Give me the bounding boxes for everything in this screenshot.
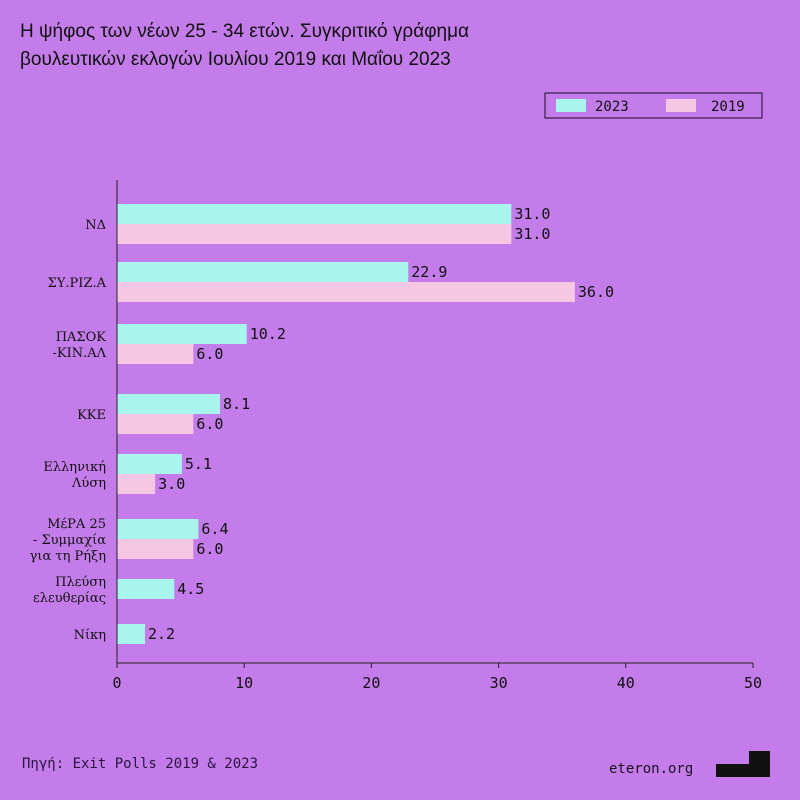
category-label-line: Πλεύση	[55, 575, 106, 590]
category-label-0: ΝΔ	[85, 218, 106, 233]
category-label-4: Ελληνική Λύση	[43, 460, 106, 491]
category-label-line: -ΚΙΝ.ΑΛ	[52, 346, 106, 361]
data-label-2019-5: 6.0	[196, 540, 223, 558]
bar-2019-5	[117, 539, 194, 559]
brand-label: eteron.org	[609, 761, 694, 777]
legend-box	[544, 92, 763, 119]
data-label-2023-6: 4.5	[177, 580, 204, 598]
category-label-line: για τη Ρήξη	[30, 549, 106, 564]
category-label-6: Πλεύση ελευθερίας	[33, 575, 106, 606]
category-label-line: ΚΚΕ	[77, 408, 106, 423]
x-tick-label-40: 40	[617, 674, 635, 692]
data-label-2019-1: 36.0	[578, 283, 614, 301]
data-label-2023-2: 10.2	[250, 325, 286, 343]
bar-2019-0	[117, 224, 512, 244]
category-label-line: Νίκη	[74, 628, 106, 643]
bar-2023-4	[117, 454, 182, 474]
x-tick-label-50: 50	[744, 674, 762, 692]
legend-swatch-2019	[666, 99, 696, 112]
data-label-2019-2: 6.0	[196, 345, 223, 363]
legend-label-2019: 2019	[711, 99, 745, 115]
category-label-5: ΜέΡΑ 25- Συμμαχία για τη Ρήξη	[30, 517, 107, 564]
data-label-2023-0: 31.0	[514, 205, 550, 223]
data-label-2019-0: 31.0	[514, 225, 550, 243]
category-label-2: ΠΑΣΟΚ -ΚΙΝ.ΑΛ	[52, 330, 106, 361]
bar-2023-6	[117, 579, 175, 599]
category-label-3: ΚΚΕ	[77, 408, 106, 423]
x-tick-label-0: 0	[112, 674, 121, 692]
bar-2019-2	[117, 344, 194, 364]
category-label-line: Ελληνική	[43, 460, 106, 475]
chart-title: Η ψήφος των νέων 25 - 34 ετών. Συγκριτικ…	[20, 18, 720, 74]
bar-2023-3	[117, 394, 221, 414]
eteron-logo-icon	[716, 751, 770, 777]
category-label-line: Λύση	[71, 476, 106, 491]
data-label-2019-3: 6.0	[196, 415, 223, 433]
chart-title-line-2: βουλευτικών εκλογών Ιουλίου 2019 και Μαΐ…	[20, 49, 451, 70]
data-label-2023-7: 2.2	[148, 625, 175, 643]
category-label-line: ΣΥ.ΡΙΖ.Α	[48, 276, 107, 291]
category-label-line: ΜέΡΑ 25	[47, 517, 106, 532]
bar-2023-2	[117, 324, 247, 344]
bar-2023-0	[117, 204, 512, 224]
bar-2019-3	[117, 414, 194, 434]
category-label-7: Νίκη	[74, 628, 106, 643]
bar-2023-1	[117, 262, 409, 282]
bar-2023-7	[117, 624, 145, 644]
bar-chart: 2023 2019 31.0 31.0 ΝΔ 22.9 36.0 ΣΥ.ΡΙΖ.Α 10.2 6.…	[30, 92, 763, 692]
bar-2023-5	[117, 519, 199, 539]
legend-swatch-2023	[556, 99, 586, 112]
data-label-2019-4: 3.0	[158, 475, 185, 493]
data-label-2023-1: 22.9	[411, 263, 447, 281]
x-tick-label-30: 30	[490, 674, 508, 692]
category-label-1: ΣΥ.ΡΙΖ.Α	[48, 276, 107, 291]
x-tick-label-10: 10	[235, 674, 253, 692]
bar-2019-1	[117, 282, 575, 302]
x-tick-label-20: 20	[362, 674, 380, 692]
data-label-2023-3: 8.1	[223, 395, 250, 413]
category-label-line: ΝΔ	[85, 218, 106, 233]
chart-title-line-1: Η ψήφος των νέων 25 - 34 ετών. Συγκριτικ…	[20, 21, 470, 42]
category-label-line: - Συμμαχία	[33, 533, 106, 548]
legend-label-2023: 2023	[595, 99, 629, 115]
category-label-line: ελευθερίας	[33, 591, 106, 606]
data-label-2023-4: 5.1	[185, 455, 212, 473]
category-label-line: ΠΑΣΟΚ	[56, 330, 107, 345]
data-label-2023-5: 6.4	[201, 520, 228, 538]
source-note: Πηγή: Exit Polls 2019 & 2023	[22, 756, 259, 772]
bar-2019-4	[117, 474, 156, 494]
